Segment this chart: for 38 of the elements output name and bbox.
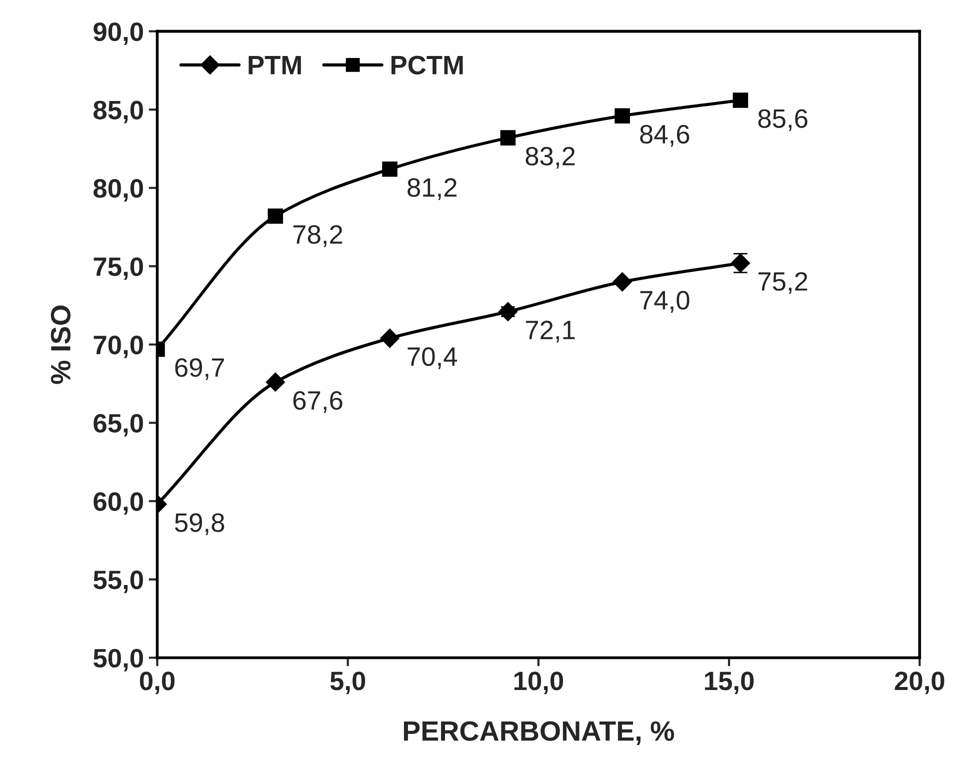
data-label: 84,6 <box>640 124 690 147</box>
data-label: 85,6 <box>758 109 808 132</box>
y-tick-label: 70,0 <box>94 336 143 358</box>
point <box>614 108 630 124</box>
point <box>732 92 748 108</box>
x-tick-label: 10,0 <box>514 672 564 694</box>
data-label: 70,4 <box>408 347 458 370</box>
point <box>380 328 400 348</box>
y-tick-label: 50,0 <box>94 648 143 672</box>
y-tick-label: 65,0 <box>94 414 143 436</box>
data-label: 83,2 <box>526 146 575 169</box>
point <box>382 161 398 177</box>
y-axis-title: % ISO <box>50 306 71 384</box>
x-tick-label: 15,0 <box>705 672 754 694</box>
point <box>266 372 285 392</box>
data-label: 74,0 <box>640 290 690 313</box>
data-label: 78,2 <box>293 225 342 247</box>
x-axis-title: PERCARBONATE, % <box>404 721 674 745</box>
point <box>268 208 284 224</box>
x-tick-label: 20,0 <box>894 672 944 694</box>
data-label: 75,2 <box>758 272 808 294</box>
x-tick-label: 0,0 <box>140 672 175 694</box>
point <box>612 272 632 292</box>
point <box>500 130 516 146</box>
y-tick-label: 75,0 <box>94 257 143 280</box>
y-tick-label: 85,0 <box>94 100 143 124</box>
x-tick-label: 5,0 <box>330 672 366 694</box>
data-label: 59,8 <box>174 513 224 536</box>
y-tick-label: 55,0 <box>94 570 143 594</box>
legend-label: PTM <box>248 56 301 74</box>
y-tick-label: 90,0 <box>94 22 143 45</box>
y-tick-label: 60,0 <box>94 492 143 515</box>
y-tick-label: 80,0 <box>94 179 143 202</box>
data-label: 67,6 <box>293 391 342 413</box>
legend-label: PCTM <box>392 56 463 74</box>
data-label: 72,1 <box>526 320 575 342</box>
data-label: 81,2 <box>408 178 456 200</box>
data-label: 69,7 <box>175 358 224 380</box>
